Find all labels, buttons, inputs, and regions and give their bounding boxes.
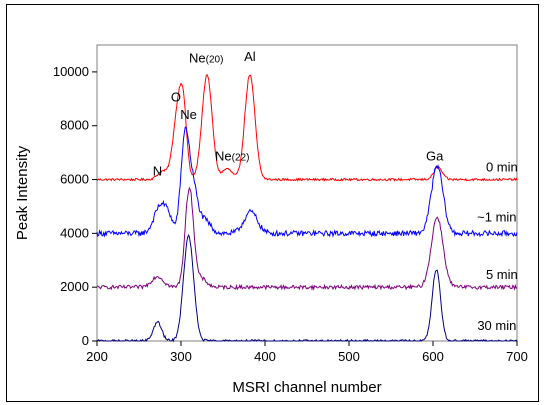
y-tick-label: 10000 <box>53 64 89 79</box>
annotation-label: 5 min <box>486 267 518 282</box>
chart-frame: 200 300 400 500 600 700 0 2000 4000 6000 8000 10000… <box>6 4 539 402</box>
series-line-3 <box>96 234 518 343</box>
annotation-subtext: (20) <box>206 54 224 65</box>
annotation-label: N <box>153 164 162 179</box>
chart-svg: 200 300 400 500 600 700 0 2000 4000 6000 8000 10000… <box>14 44 528 396</box>
annotation-text: Al <box>244 49 256 64</box>
y-axis-title: Peak Intensity <box>14 145 31 240</box>
annotation-label: Ne <box>180 107 197 122</box>
annotation-text: O <box>171 90 181 105</box>
annotation-text: 5 min <box>486 267 518 282</box>
annotation-text: ~1 min <box>477 209 516 224</box>
plot-border <box>96 44 518 342</box>
annotation-label: ~1 min <box>477 209 516 224</box>
x-tick-label: 400 <box>254 349 276 364</box>
y-tick-label: 0 <box>82 333 89 348</box>
plot-area <box>96 44 518 342</box>
x-tick-label: 200 <box>86 349 108 364</box>
annotation-label: Ne(22) <box>215 149 249 164</box>
annotation-label: Al <box>244 49 256 64</box>
annotation-label: Ne(20) <box>189 50 223 65</box>
x-tick-label: 300 <box>170 349 192 364</box>
y-tick-label: 4000 <box>60 225 89 240</box>
annotation-subtext: (22) <box>232 153 250 164</box>
y-tick-label: 2000 <box>60 279 89 294</box>
x-tick-label: 500 <box>338 349 360 364</box>
annotation-text: Ne <box>215 149 232 164</box>
y-tick-label: 8000 <box>60 118 89 133</box>
annotation-label: Ga <box>426 149 444 164</box>
x-tick-label: 700 <box>506 349 528 364</box>
annotation-label: 30 min <box>477 318 516 333</box>
series-layer <box>96 73 518 343</box>
y-tick-label: 6000 <box>60 172 89 187</box>
annotation-text: 0 min <box>486 159 518 174</box>
series-line-1 <box>96 126 518 238</box>
annotation-text: Ga <box>426 149 444 164</box>
axes-layer: 200 300 400 500 600 700 0 2000 4000 6000 8000 10000 <box>53 64 528 364</box>
annotation-text: N <box>153 164 162 179</box>
annotation-label: 0 min <box>486 159 518 174</box>
annotation-text: Ne <box>189 50 206 65</box>
x-axis-title: MSRI channel number <box>232 379 381 396</box>
annotation-label: O <box>171 90 181 105</box>
annotation-text: 30 min <box>477 318 516 333</box>
annotation-text: Ne <box>180 107 197 122</box>
series-line-2 <box>96 186 518 291</box>
x-tick-label: 600 <box>422 349 444 364</box>
series-line-0 <box>96 73 518 182</box>
